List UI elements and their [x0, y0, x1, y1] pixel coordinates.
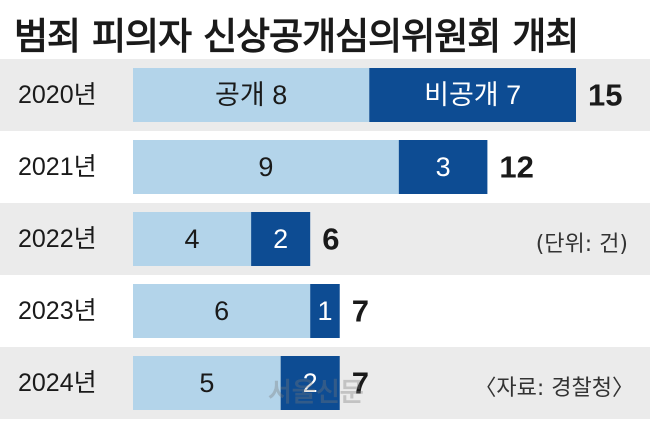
bar-open: [133, 356, 281, 410]
row-band: [0, 203, 650, 275]
data-label: 2: [273, 224, 288, 254]
data-label: 4: [185, 224, 200, 254]
category-label: 2024년: [18, 369, 97, 397]
total-label: 6: [322, 222, 339, 257]
data-label: 비공개 7: [424, 80, 521, 110]
total-label: 12: [499, 150, 533, 185]
total-label: 7: [352, 366, 369, 401]
data-label: 9: [258, 152, 273, 182]
category-label: 2020년: [18, 81, 97, 109]
total-label: 15: [588, 78, 622, 113]
category-label: 2021년: [18, 153, 97, 181]
data-label: 공개 8: [215, 80, 287, 110]
data-label: 6: [214, 296, 229, 326]
bar-open: [133, 284, 311, 338]
bar-closed: [280, 356, 340, 410]
bar-open: [133, 212, 252, 266]
total-label: 7: [352, 294, 369, 329]
bar-closed: [369, 68, 576, 122]
chart-title: 범죄 피의자 신상공개심의위원회 개최: [14, 15, 579, 58]
category-label: 2022년: [18, 225, 97, 253]
data-label: 2: [303, 368, 318, 398]
category-label: 2023년: [18, 297, 97, 325]
data-label: 3: [436, 152, 451, 182]
bar-closed: [310, 284, 340, 338]
bar-open: [133, 68, 370, 122]
data-label: 5: [199, 368, 214, 398]
bar-closed: [251, 212, 311, 266]
source-note: 〈자료: 경찰청〉: [474, 376, 634, 401]
bar-open: [133, 140, 399, 194]
unit-note: (단위: 건): [535, 232, 628, 257]
bar-closed: [398, 140, 488, 194]
data-label: 1: [317, 296, 332, 326]
